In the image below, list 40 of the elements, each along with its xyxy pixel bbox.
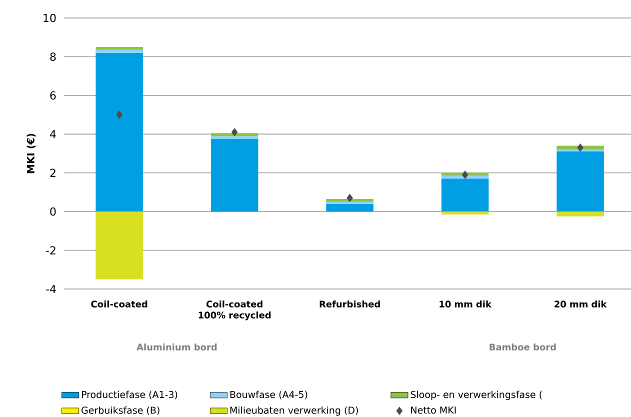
bar (556, 212, 604, 216)
y-tick-label: 6 (50, 91, 56, 100)
y-tick-label: 10 (44, 14, 56, 22)
bar (210, 136, 258, 139)
x-tick-label: 10 mm dik (440, 300, 492, 308)
bar (441, 178, 489, 212)
legend-label: Milieubaten verwerking (D) (230, 406, 358, 416)
point (346, 194, 354, 202)
point (577, 143, 584, 152)
legend-label: Gerbuiksfase (B) (82, 406, 160, 415)
bar (326, 204, 374, 212)
bar (96, 212, 143, 280)
text: Bamboe bord (490, 344, 556, 350)
y-tick-label: 0 (50, 207, 56, 216)
bar (210, 133, 258, 136)
text: Aluminium bord (136, 344, 217, 350)
x-tick-label: Coil-coated 100% recycled (198, 300, 271, 320)
bar (326, 198, 374, 202)
bar (210, 138, 258, 212)
bar (96, 52, 143, 212)
y-tick-label: 4 (50, 130, 56, 138)
legend-label: Netto MKI (411, 406, 456, 414)
bar (96, 47, 143, 50)
legend-label: Productiefase (A1-3) (82, 390, 178, 400)
y-tick-label: 8 (50, 52, 56, 61)
x-tick-label: Coil-coated (91, 300, 148, 308)
y-tick-label: -2 (46, 246, 56, 254)
x-tick-label: 20 mm dik (554, 300, 607, 308)
point (116, 110, 123, 119)
bar (96, 50, 143, 53)
bar (441, 212, 489, 214)
x-tick-label: Refurbished (320, 300, 380, 308)
y-axis-title: MKI (€) (26, 134, 36, 174)
point (231, 128, 238, 136)
y-tick-label: -4 (46, 284, 56, 293)
legend-label: Bouwfase (A4-5) (230, 390, 308, 400)
legend-label: Sloop- en verwerkingsfase ( (410, 390, 542, 400)
point (462, 170, 468, 179)
y-tick-label: 2 (50, 168, 56, 177)
bar (556, 152, 604, 212)
